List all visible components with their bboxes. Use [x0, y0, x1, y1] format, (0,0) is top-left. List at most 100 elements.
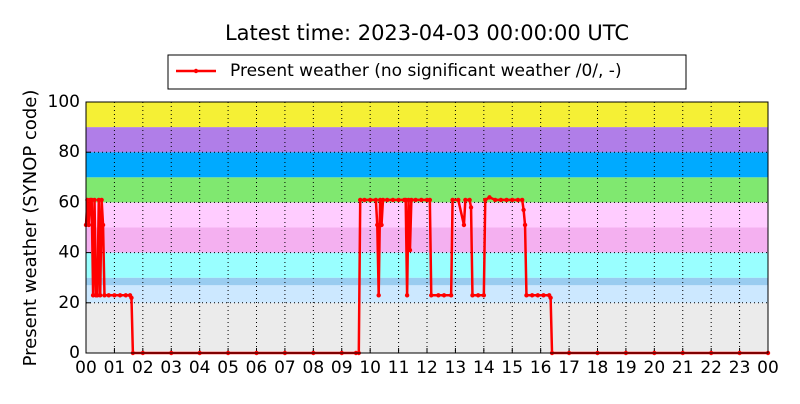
x-tick-label: 18: [587, 358, 609, 378]
data-point: [376, 293, 381, 298]
data-point: [106, 293, 111, 298]
data-point: [481, 293, 487, 298]
data-point: [409, 197, 414, 203]
data-point: [379, 222, 384, 228]
x-tick-label: 00: [75, 358, 97, 378]
data-point: [468, 205, 474, 210]
x-tick-label: 17: [558, 358, 580, 378]
y-axis-label: Present weather (SYNOP code): [20, 90, 41, 367]
data-point: [390, 197, 396, 203]
x-tick-label: 01: [104, 358, 126, 378]
data-point: [358, 197, 363, 203]
data-point: [450, 197, 455, 203]
data-point: [429, 293, 434, 298]
data-point: [475, 293, 481, 298]
x-tick-label: 09: [331, 358, 353, 378]
x-tick-label: 03: [160, 358, 182, 378]
data-point: [129, 295, 134, 300]
data-point: [404, 293, 410, 298]
data-point: [456, 197, 461, 203]
x-tick-label: 13: [445, 358, 467, 378]
data-point: [441, 293, 447, 298]
data-point: [529, 293, 535, 298]
x-tick-label: 20: [644, 358, 666, 378]
data-point: [100, 222, 106, 228]
data-point: [123, 293, 128, 298]
data-point: [98, 293, 103, 298]
x-tick-label: 02: [132, 358, 154, 378]
data-point: [483, 197, 488, 203]
background-band: [86, 127, 768, 153]
data-point: [373, 197, 379, 203]
data-point: [367, 197, 373, 203]
background-band: [86, 252, 768, 278]
data-point: [515, 197, 521, 203]
y-tick-label: 20: [58, 293, 80, 313]
data-point: [463, 197, 468, 203]
data-point: [380, 197, 386, 203]
data-point: [470, 293, 475, 298]
y-tick-label: 40: [58, 243, 80, 263]
x-tick-label: 10: [359, 358, 381, 378]
data-point: [493, 197, 498, 203]
data-point: [522, 222, 528, 228]
data-point: [375, 222, 380, 228]
data-point: [117, 293, 123, 298]
data-point: [504, 197, 509, 203]
x-tick-label: 06: [246, 358, 268, 378]
data-point: [521, 207, 526, 213]
y-tick-label: 100: [48, 92, 80, 112]
data-point: [419, 197, 424, 203]
x-tick-label: 11: [388, 358, 410, 378]
y-tick-label: 80: [58, 142, 80, 162]
data-point: [498, 197, 504, 203]
data-point: [86, 222, 92, 228]
x-tick-label: 05: [217, 358, 239, 378]
x-tick-label: 22: [700, 358, 722, 378]
background-band: [86, 302, 768, 353]
background-band: [86, 227, 768, 253]
x-tick-label: 14: [473, 358, 495, 378]
data-point: [407, 247, 413, 253]
y-tick-label: 0: [69, 343, 80, 363]
data-point: [487, 195, 492, 200]
y-tick-label: 60: [58, 192, 80, 212]
background-band: [86, 277, 768, 286]
background-band: [86, 152, 768, 178]
data-point: [467, 197, 472, 203]
legend-label: Present weather (no significant weather …: [230, 61, 622, 81]
data-point: [99, 197, 104, 203]
data-point: [413, 197, 418, 203]
data-point: [541, 293, 546, 298]
x-tick-label: 21: [672, 358, 694, 378]
data-point: [436, 293, 441, 298]
x-tick-label: 08: [303, 358, 325, 378]
data-point: [396, 197, 401, 203]
data-point: [519, 197, 525, 203]
x-tick-label: 12: [416, 358, 438, 378]
legend-box: [167, 54, 687, 90]
data-point: [92, 197, 97, 203]
data-point: [461, 222, 467, 228]
x-tick-label: 15: [501, 358, 523, 378]
x-tick-label: 04: [189, 358, 211, 378]
data-point: [385, 197, 390, 203]
data-point: [524, 293, 529, 298]
data-point: [427, 197, 433, 203]
x-tick-label: 16: [530, 358, 552, 378]
legend-marker: [193, 68, 199, 74]
data-point: [548, 295, 553, 300]
data-point: [362, 197, 367, 203]
chart-title: Latest time: 2023-04-03 00:00:00 UTC: [225, 21, 629, 45]
x-tick-label: 07: [274, 358, 296, 378]
data-point: [535, 293, 541, 298]
plot-frame: [85, 101, 769, 354]
x-tick-label: 23: [729, 358, 751, 378]
data-point: [102, 293, 107, 298]
data-point: [510, 197, 515, 203]
x-tick-label: 19: [615, 358, 637, 378]
data-point: [448, 293, 454, 298]
x-tick-label: 00: [757, 358, 779, 378]
data-point: [112, 293, 117, 298]
